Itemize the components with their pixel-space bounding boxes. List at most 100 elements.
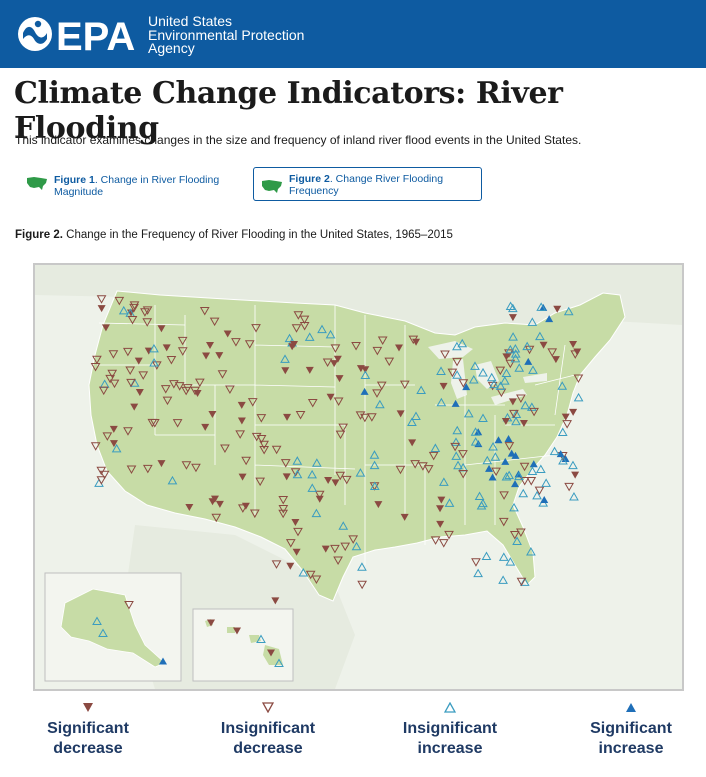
gauge-id: [98, 386, 109, 396]
map-legend: Significant decrease Insignificant decre…: [0, 700, 706, 777]
gauge-ii: [495, 381, 506, 390]
gauge-ii: [527, 466, 538, 476]
gauge-id: [305, 570, 316, 580]
gauge-id: [418, 462, 428, 471]
gauge-ii: [488, 442, 498, 451]
gauge-id: [177, 336, 188, 346]
gauge-sd: [223, 330, 232, 338]
gauge-ii: [118, 305, 129, 315]
agency-line-3: Agency: [148, 40, 195, 56]
gauge-id: [162, 396, 173, 406]
gauge-id: [129, 301, 140, 310]
gauge-id: [126, 378, 136, 388]
gauge-id: [516, 394, 526, 404]
gauge-sd: [290, 341, 299, 349]
gauge-id: [458, 450, 468, 459]
tab-figure-1[interactable]: Figure 1. Change in River Flooding Magni…: [26, 174, 226, 198]
gauge-id: [450, 442, 460, 452]
tab-figure-1-rest: . Change in River Flooding Magnitude: [54, 174, 220, 198]
gauge-sd: [215, 500, 224, 508]
gauge-id: [562, 420, 572, 429]
triangle-down-filled-icon: [83, 703, 93, 712]
gauge-ii: [111, 443, 122, 453]
gauge-id: [151, 361, 162, 370]
lake-superior: [428, 341, 473, 359]
gauge-sd: [305, 366, 314, 374]
gauge-id: [338, 423, 349, 433]
gauge-si: [524, 357, 533, 365]
gauge-ii: [514, 471, 524, 481]
gauge-ii: [535, 464, 546, 473]
tab-figure-2[interactable]: Figure 2. Change River Flooding Frequenc…: [253, 167, 482, 201]
gauge-id: [504, 442, 515, 451]
gauge-id: [440, 350, 450, 360]
gauge-ii: [481, 551, 492, 561]
us-map: [35, 265, 682, 689]
flood-frequency-map: [33, 263, 684, 691]
lake-ontario: [523, 373, 547, 383]
gauge-id: [142, 306, 153, 315]
epa-header: EPA United States Environmental Protecti…: [0, 0, 706, 68]
gauge-si: [511, 451, 520, 459]
legend-significant-decrease: Significant decrease: [8, 700, 168, 759]
gauge-ii: [558, 455, 568, 465]
gauge-ii: [351, 541, 362, 551]
epa-logo-text: EPA: [56, 15, 135, 56]
gauge-id: [256, 414, 267, 423]
gauge-id: [444, 530, 454, 540]
tab-figure-2-bold: Figure 2: [289, 173, 330, 185]
gauge-id: [360, 413, 370, 423]
gauge-id: [570, 350, 581, 359]
gauge-ii: [307, 469, 317, 479]
gauge-sd: [208, 410, 217, 418]
gauge-id: [529, 407, 539, 417]
gauge-id: [447, 368, 458, 378]
gauge-id: [357, 580, 367, 590]
gauge-id: [280, 459, 291, 468]
gauge-id: [395, 465, 406, 475]
legend-insignificant-decrease-line1: Insignificant: [220, 720, 316, 737]
gauge-id: [526, 477, 537, 486]
triangle-up-outline-icon: [444, 702, 456, 713]
epa-logo[interactable]: EPA: [16, 12, 144, 56]
legend-insignificant-decrease: Insignificant decrease: [188, 700, 348, 759]
gauge-sd: [237, 401, 246, 409]
gauge-si: [485, 464, 494, 472]
gauge-ii: [527, 317, 538, 326]
gauge-id: [348, 535, 359, 544]
gauge-ii: [452, 425, 463, 435]
gauge-si: [545, 315, 554, 323]
gauge-si: [504, 435, 513, 443]
gauge-ii: [510, 353, 521, 363]
gauge-id: [307, 398, 318, 408]
gauge-id: [172, 419, 183, 428]
gauge-ii: [451, 451, 462, 460]
gauge-ii: [482, 455, 493, 465]
gauge-id: [237, 504, 248, 513]
gauge-sd: [374, 501, 383, 509]
gauge-id: [140, 308, 150, 317]
gauge-id: [241, 456, 251, 466]
gauge-id: [519, 477, 530, 486]
legend-significant-increase-line1: Significant: [590, 720, 672, 737]
gauge-sd: [185, 503, 194, 511]
gauge-id: [376, 381, 387, 391]
gauge-id: [199, 307, 210, 316]
legend-significant-decrease-line2: decrease: [53, 740, 123, 757]
gauge-sd: [436, 520, 445, 528]
gauge-sd: [233, 627, 241, 635]
gauge-ii: [325, 329, 336, 339]
gauge-sd: [109, 425, 118, 433]
gauge-id: [330, 344, 341, 353]
gauge-id: [335, 471, 346, 481]
gauge-ii: [369, 481, 380, 490]
gauge-id: [138, 371, 149, 380]
gauge-ii: [436, 366, 446, 375]
gauge-sd: [400, 513, 409, 521]
gauge-sd: [335, 375, 344, 383]
gauge-id: [174, 382, 185, 391]
gauge-ii: [569, 492, 579, 501]
gauge-id: [105, 374, 115, 384]
gauge-id: [127, 316, 138, 325]
gauge-id: [573, 374, 584, 383]
